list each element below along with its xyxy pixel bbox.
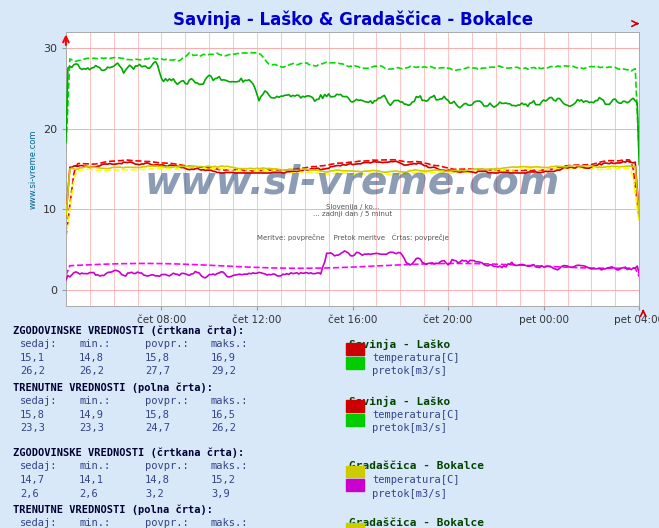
Text: povpr.:: povpr.:	[145, 396, 188, 406]
Text: min.:: min.:	[79, 461, 110, 472]
Text: 27,7: 27,7	[145, 366, 170, 376]
Text: sedaj:: sedaj:	[20, 461, 57, 472]
Text: 26,2: 26,2	[211, 423, 236, 433]
Text: temperatura[C]: temperatura[C]	[372, 475, 460, 485]
Text: sedaj:: sedaj:	[20, 339, 57, 349]
Text: sedaj:: sedaj:	[20, 518, 57, 528]
Text: Gradaščica - Bokalce: Gradaščica - Bokalce	[349, 518, 484, 528]
Text: min.:: min.:	[79, 518, 110, 528]
Text: TRENUTNE VREDNOSTI (polna črta):: TRENUTNE VREDNOSTI (polna črta):	[13, 505, 213, 515]
Text: 16,9: 16,9	[211, 353, 236, 363]
Text: 23,3: 23,3	[20, 423, 45, 433]
Text: www.si-vreme.com: www.si-vreme.com	[145, 164, 560, 202]
Text: pretok[m3/s]: pretok[m3/s]	[372, 366, 447, 376]
Text: 14,8: 14,8	[79, 353, 104, 363]
Text: 14,8: 14,8	[145, 475, 170, 485]
Text: 26,2: 26,2	[20, 366, 45, 376]
Bar	[346, 479, 364, 491]
Text: pretok[m3/s]: pretok[m3/s]	[372, 423, 447, 433]
Text: 2,6: 2,6	[20, 489, 38, 499]
Text: 15,2: 15,2	[211, 475, 236, 485]
Text: 3,9: 3,9	[211, 489, 229, 499]
Bar	[346, 357, 364, 369]
Text: ZGODOVINSKE VREDNOSTI (črtkana črta):: ZGODOVINSKE VREDNOSTI (črtkana črta):	[13, 325, 244, 336]
Text: 26,2: 26,2	[79, 366, 104, 376]
Text: temperatura[C]: temperatura[C]	[372, 410, 460, 420]
Text: 14,1: 14,1	[79, 475, 104, 485]
Text: 23,3: 23,3	[79, 423, 104, 433]
Text: 29,2: 29,2	[211, 366, 236, 376]
Bar	[346, 523, 364, 528]
Bar	[346, 414, 364, 426]
Text: pretok[m3/s]: pretok[m3/s]	[372, 489, 447, 499]
Text: maks.:: maks.:	[211, 518, 248, 528]
Text: 14,9: 14,9	[79, 410, 104, 420]
Title: Savinja - Laško & Gradaščica - Bokalce: Savinja - Laško & Gradaščica - Bokalce	[173, 10, 532, 29]
Text: 15,8: 15,8	[20, 410, 45, 420]
Text: sedaj:: sedaj:	[20, 396, 57, 406]
Text: 2,6: 2,6	[79, 489, 98, 499]
Text: min.:: min.:	[79, 396, 110, 406]
Text: min.:: min.:	[79, 339, 110, 349]
Text: TRENUTNE VREDNOSTI (polna črta):: TRENUTNE VREDNOSTI (polna črta):	[13, 382, 213, 393]
Text: maks.:: maks.:	[211, 461, 248, 472]
Text: Gradaščica - Bokalce: Gradaščica - Bokalce	[349, 461, 484, 472]
Text: maks.:: maks.:	[211, 396, 248, 406]
Text: 14,7: 14,7	[20, 475, 45, 485]
Text: povpr.:: povpr.:	[145, 339, 188, 349]
Text: povpr.:: povpr.:	[145, 461, 188, 472]
Text: 16,5: 16,5	[211, 410, 236, 420]
Text: www.si-vreme.com: www.si-vreme.com	[28, 129, 38, 209]
Text: maks.:: maks.:	[211, 339, 248, 349]
Text: Savinja - Laško: Savinja - Laško	[349, 396, 451, 407]
Bar	[346, 400, 364, 412]
Text: 3,2: 3,2	[145, 489, 163, 499]
Text: Slovenija / ko...
... zadnji dan / 5 minut: Slovenija / ko... ... zadnji dan / 5 min…	[313, 204, 392, 216]
Bar	[346, 466, 364, 477]
Bar	[346, 343, 364, 355]
Text: Meritve: povprečne    Pretok meritve   Črtas: povprečje: Meritve: povprečne Pretok meritve Črtas:…	[256, 234, 449, 241]
Text: 24,7: 24,7	[145, 423, 170, 433]
Text: ZGODOVINSKE VREDNOSTI (črtkana črta):: ZGODOVINSKE VREDNOSTI (črtkana črta):	[13, 448, 244, 458]
Text: temperatura[C]: temperatura[C]	[372, 353, 460, 363]
Text: 15,1: 15,1	[20, 353, 45, 363]
Text: povpr.:: povpr.:	[145, 518, 188, 528]
Text: 15,8: 15,8	[145, 353, 170, 363]
Text: Savinja - Laško: Savinja - Laško	[349, 339, 451, 350]
Text: 15,8: 15,8	[145, 410, 170, 420]
